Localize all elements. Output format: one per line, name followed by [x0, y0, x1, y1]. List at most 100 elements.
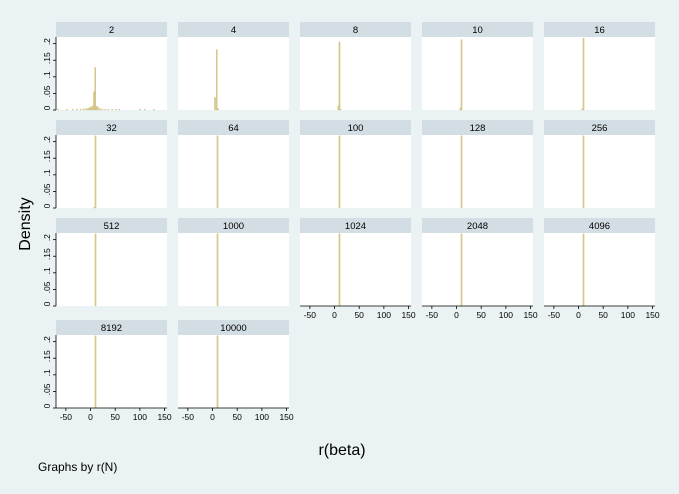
y-tick-label: 0 [42, 105, 52, 110]
histogram-bar [87, 108, 89, 111]
panel-strip [56, 22, 167, 37]
panel-8192: 8192 0 .05 .1 .15 .2 -50 0 50 100 150 [42, 320, 172, 422]
histogram-bar [216, 233, 219, 307]
x-tick-label: 50 [232, 412, 242, 422]
y-tick-label: .2 [42, 38, 52, 45]
y-tick-label: .05 [42, 281, 52, 293]
panel-2048: 2048 -50 0 50 100 150 [422, 218, 538, 320]
histogram-bar [460, 135, 463, 209]
panel-4096: 4096 -50 0 50 100 150 [544, 218, 660, 320]
histogram-bar [581, 108, 584, 111]
y-tick-label: 0 [42, 403, 52, 408]
panel-title: 1000 [223, 221, 244, 232]
panel-title: 10000 [220, 323, 246, 334]
panel-title: 100 [348, 123, 364, 134]
x-tick-label: 100 [133, 412, 147, 422]
panel-title: 128 [470, 123, 486, 134]
panel-title: 16 [594, 25, 605, 36]
x-tick-label: -50 [60, 412, 73, 422]
panel-plot-area [300, 135, 411, 208]
histogram-bar [93, 91, 95, 111]
x-tick-label: 0 [88, 412, 93, 422]
histogram-bar [94, 335, 97, 409]
histogram-bar [79, 108, 82, 111]
panel-title: 10 [472, 25, 483, 36]
x-tick-label: 0 [576, 310, 581, 320]
x-tick-label: -50 [426, 310, 439, 320]
x-tick-label: 150 [645, 310, 659, 320]
histogram-bar [57, 109, 59, 111]
histogram-bar [82, 108, 85, 111]
panel-plot-area [544, 135, 655, 208]
panel-1000: 1000 [178, 218, 289, 307]
x-tick-label: 50 [354, 310, 364, 320]
y-axis-title: Density [17, 197, 34, 250]
panel-plot-area [178, 233, 289, 306]
panel-strip [544, 120, 655, 135]
histogram-bar [107, 109, 110, 111]
panel-plot-area [422, 233, 533, 306]
panel-128: 128 [422, 120, 533, 209]
panel-strip [178, 320, 289, 335]
x-axis-title: r(beta) [318, 442, 365, 459]
histogram-bar [94, 67, 97, 111]
x-tick-label: 150 [279, 412, 293, 422]
panel-4: 4 [178, 22, 289, 111]
y-tick-label: .1 [42, 369, 52, 376]
panel-plot-area [300, 233, 411, 306]
histogram-bar [104, 109, 107, 111]
panel-strip [300, 22, 411, 37]
x-tick-label: 150 [523, 310, 537, 320]
panel-strip [422, 218, 533, 233]
histogram-bar [144, 109, 146, 111]
panel-strip [56, 320, 167, 335]
x-tick-label: 100 [499, 310, 513, 320]
y-tick-label: .15 [42, 150, 52, 162]
histogram-bar [99, 108, 101, 111]
histogram-bar [66, 109, 68, 111]
panel-title: 512 [104, 221, 120, 232]
histogram-bar [337, 105, 340, 111]
histogram-bar [85, 108, 87, 111]
x-tick-label: -50 [304, 310, 317, 320]
x-tick-label: 50 [598, 310, 608, 320]
panel-strip [544, 22, 655, 37]
histogram-bar [582, 38, 585, 111]
x-tick-label: 0 [210, 412, 215, 422]
panel-plot-area [544, 37, 655, 110]
panel-strip [422, 22, 533, 37]
histogram-bar [582, 135, 585, 209]
panel-plot-area [300, 37, 411, 110]
panel-strip [544, 218, 655, 233]
panel-1024: 1024 -50 0 50 100 150 [300, 218, 416, 320]
y-tick-label: .1 [42, 267, 52, 274]
y-tick-label: .2 [42, 234, 52, 241]
panel-title: 32 [106, 123, 117, 134]
x-tick-label: 0 [454, 310, 459, 320]
x-tick-label: 150 [157, 412, 171, 422]
panel-plot-area [178, 135, 289, 208]
histogram-bar [217, 108, 219, 111]
y-tick-label: .15 [42, 350, 52, 362]
y-tick-label: .15 [42, 248, 52, 260]
x-tick-label: 50 [476, 310, 486, 320]
panel-strip [422, 120, 533, 135]
y-tick-label: .05 [42, 183, 52, 195]
panel-title: 1024 [345, 221, 366, 232]
histogram-bar [91, 105, 94, 111]
y-tick-label: .05 [42, 85, 52, 97]
panel-32: 32 0 .05 .1 .15 .2 [42, 120, 167, 209]
histogram-bar [338, 233, 341, 307]
histogram-bar [111, 109, 114, 111]
panel-strip [178, 22, 289, 37]
y-tick-label: .1 [42, 169, 52, 176]
panel-strip [300, 218, 411, 233]
panel-title: 64 [228, 123, 239, 134]
panel-plot-area [56, 233, 167, 306]
panel-strip [56, 120, 167, 135]
panel-plot-area [56, 335, 167, 408]
x-tick-label: 100 [621, 310, 635, 320]
histogram-bar [95, 105, 98, 111]
histogram-bar [338, 41, 341, 111]
